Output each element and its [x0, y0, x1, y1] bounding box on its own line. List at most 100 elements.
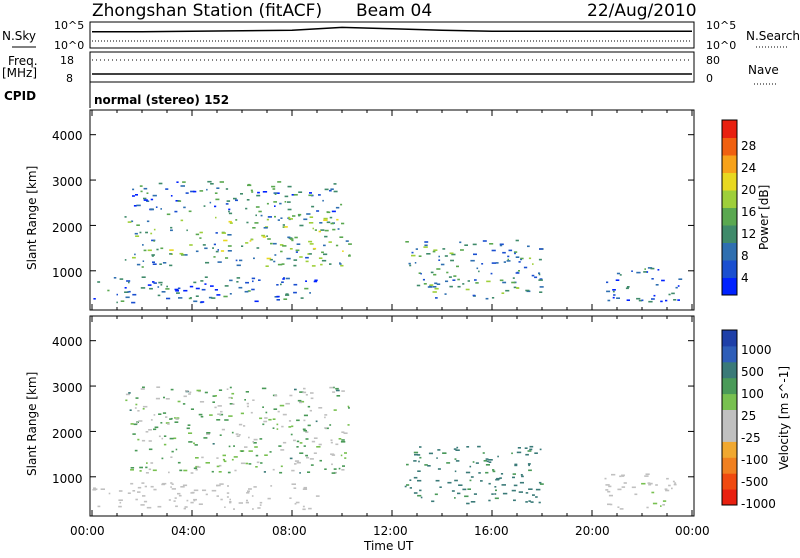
- data-cell: [191, 491, 195, 494]
- data-cell: [532, 263, 534, 265]
- data-cell: [311, 265, 316, 267]
- data-cell: [217, 405, 222, 407]
- data-cell: [538, 273, 541, 276]
- axis-ticks: [90, 110, 694, 516]
- data-cell: [485, 464, 490, 466]
- data-cell: [414, 262, 417, 264]
- data-cell: [165, 288, 170, 290]
- data-cell: [189, 285, 194, 288]
- nave-label: Nave: [748, 63, 779, 77]
- data-cell: [178, 494, 182, 497]
- data-cell: [215, 216, 217, 219]
- data-cell: [528, 464, 530, 467]
- data-cell: [525, 289, 530, 292]
- data-cell: [233, 445, 235, 447]
- data-cell: [291, 194, 295, 196]
- data-cell: [228, 212, 233, 215]
- data-cell: [148, 468, 152, 471]
- data-cell: [482, 452, 485, 454]
- data-cell: [227, 471, 231, 474]
- data-cell: [273, 408, 278, 410]
- data-cell: [174, 497, 177, 499]
- data-cell: [677, 285, 680, 287]
- data-cell: [347, 405, 350, 408]
- data-cell: [223, 460, 227, 463]
- data-cell: [466, 502, 470, 505]
- data-cell: [216, 465, 220, 468]
- data-cell: [472, 461, 475, 463]
- data-cell: [170, 229, 173, 232]
- data-cell: [324, 416, 326, 419]
- data-cell: [440, 263, 445, 266]
- data-cell: [413, 460, 417, 462]
- data-cell: [165, 188, 169, 190]
- data-cell: [309, 192, 312, 194]
- data-cell: [247, 290, 251, 292]
- data-cell: [245, 281, 249, 284]
- data-cell: [293, 264, 297, 267]
- power-scatter: [93, 180, 683, 304]
- data-cell: [201, 456, 204, 459]
- data-cell: [415, 248, 418, 250]
- data-cell: [135, 403, 138, 406]
- data-cell: [282, 413, 287, 416]
- data-cell: [206, 433, 210, 435]
- colorbar-swatch: [722, 489, 737, 506]
- data-cell: [157, 286, 160, 288]
- xtick-3: 12:00: [373, 524, 408, 538]
- data-cell: [241, 245, 244, 247]
- data-cell: [215, 250, 219, 253]
- data-cell: [288, 426, 292, 428]
- data-cell: [338, 438, 342, 440]
- data-cell: [150, 462, 154, 464]
- data-cell: [534, 276, 538, 279]
- data-cell: [647, 267, 653, 269]
- data-cell: [225, 257, 229, 259]
- data-cell: [341, 469, 345, 471]
- data-cell: [224, 285, 229, 287]
- data-cell: [252, 508, 254, 510]
- data-cell: [195, 469, 198, 471]
- data-cell: [167, 423, 170, 425]
- xtick-0: 00:00: [70, 524, 105, 538]
- data-cell: [168, 499, 171, 501]
- data-cell: [125, 296, 130, 299]
- data-cell: [475, 462, 479, 464]
- data-cell: [304, 287, 309, 290]
- data-cell: [124, 287, 127, 289]
- data-cell: [335, 389, 340, 392]
- data-cell: [288, 420, 292, 422]
- data-cell: [427, 465, 431, 467]
- data-cell: [310, 397, 314, 400]
- data-cell: [435, 479, 440, 482]
- data-cell: [238, 286, 243, 289]
- data-cell: [183, 469, 188, 472]
- data-cell: [495, 478, 500, 481]
- data-cell: [262, 406, 264, 408]
- data-cell: [132, 256, 136, 259]
- data-cell: [519, 481, 524, 484]
- data-cell: [305, 438, 309, 440]
- data-cell: [613, 294, 616, 296]
- data-cell: [465, 288, 470, 291]
- data-cell: [616, 297, 620, 299]
- data-cell: [668, 293, 671, 296]
- data-cell: [245, 242, 249, 244]
- data-cell: [417, 494, 422, 497]
- data-cell: [293, 194, 298, 196]
- data-cell: [291, 483, 296, 485]
- data-cell: [217, 413, 222, 415]
- data-cell: [307, 471, 311, 473]
- data-cell: [499, 243, 504, 246]
- data-cell: [152, 469, 157, 472]
- velocity-scale-tick-4: -25: [741, 431, 761, 445]
- data-cell: [159, 263, 162, 265]
- data-cell: [274, 254, 277, 256]
- data-cell: [225, 188, 229, 190]
- data-cell: [162, 412, 167, 414]
- data-cell: [124, 216, 127, 218]
- data-cell: [279, 404, 285, 407]
- data-cell: [97, 281, 101, 283]
- data-cell: [231, 397, 233, 399]
